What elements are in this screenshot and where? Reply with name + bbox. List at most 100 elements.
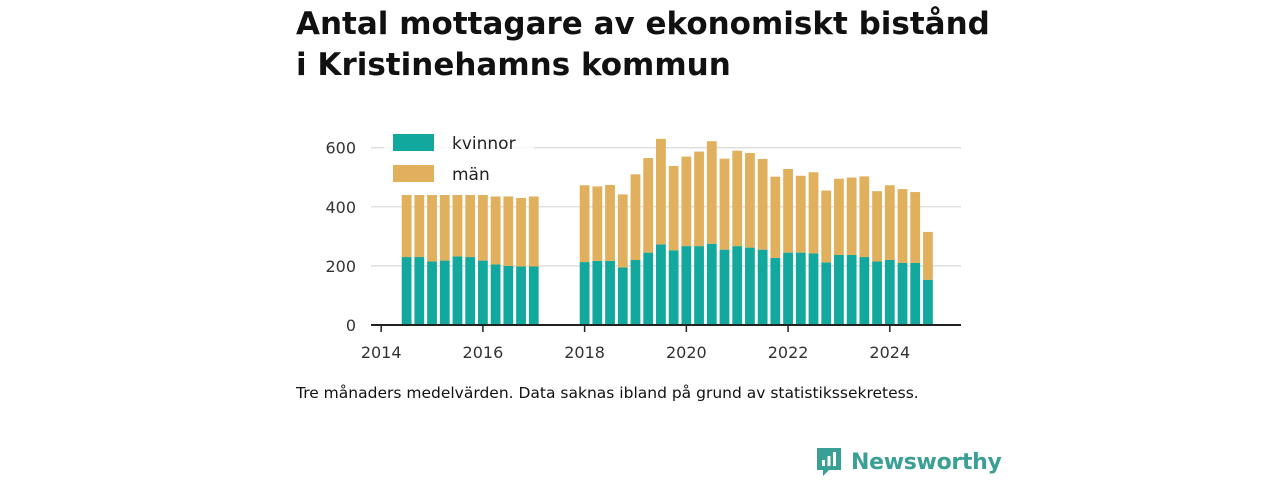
bar-man	[821, 190, 832, 263]
bar-man	[872, 191, 882, 262]
bar-kvinnor	[910, 262, 921, 325]
bar-kvinnor	[834, 254, 844, 325]
bar-kvinnor	[490, 264, 501, 325]
title-line-1: Antal mottagare av ekonomiskt bistånd	[296, 6, 990, 42]
bar-man	[617, 194, 628, 268]
bar-kvinnor	[884, 260, 895, 325]
x-tick-label: 2020	[666, 343, 707, 362]
bar-man	[808, 172, 819, 254]
bar-man	[846, 177, 857, 255]
bar-kvinnor	[579, 262, 590, 325]
legend-label-kvinnor: kvinnor	[452, 134, 516, 154]
bar-kvinnor	[745, 247, 755, 325]
bar-kvinnor	[503, 265, 514, 325]
bar-man	[795, 175, 806, 253]
bar-kvinnor	[478, 260, 488, 325]
y-tick-label: 0	[346, 316, 356, 335]
bar-kvinnor	[528, 266, 539, 325]
bar-kvinnor	[923, 279, 933, 325]
bar-man	[465, 195, 476, 258]
bar-man	[719, 158, 730, 250]
bar-kvinnor	[605, 260, 615, 325]
bar-kvinnor	[783, 252, 793, 325]
bar-kvinnor	[643, 252, 654, 325]
bar-man	[694, 151, 704, 247]
bar-kvinnor	[846, 254, 857, 325]
bar-kvinnor	[401, 257, 412, 325]
bar-kvinnor	[872, 261, 882, 325]
bar-kvinnor	[757, 249, 768, 325]
title-line-2: i Kristinehamns kommun	[296, 47, 731, 83]
x-axis-ticks: 2014 2016 2018 2020 2022 2024	[361, 325, 910, 362]
bar-man	[732, 150, 743, 247]
bar-kvinnor	[414, 257, 425, 325]
bar-kvinnor	[681, 246, 692, 325]
bar-man	[427, 195, 437, 262]
bar-man	[910, 192, 921, 263]
newsworthy-logo-icon	[817, 448, 841, 476]
bar-kvinnor	[516, 266, 526, 325]
bar-kvinnor	[617, 267, 628, 325]
bar-man	[414, 195, 425, 258]
bar-man	[478, 195, 488, 261]
bars	[401, 138, 933, 325]
bar-man	[579, 185, 590, 263]
bar-man	[605, 184, 615, 261]
bar-kvinnor	[897, 262, 908, 325]
bar-man	[452, 195, 463, 257]
bar-kvinnor	[795, 252, 806, 325]
bar-man	[528, 196, 539, 267]
bar-man	[757, 158, 768, 250]
bar-man	[592, 186, 603, 261]
bar-kvinnor	[706, 243, 717, 325]
chart-caption: Tre månaders medelvärden. Data saknas ib…	[296, 384, 919, 402]
x-tick-label: 2022	[768, 343, 809, 362]
bar-man	[770, 176, 781, 258]
bar-man	[884, 185, 895, 260]
y-tick-label: 400	[325, 198, 356, 217]
bar-man	[439, 195, 450, 261]
bar-kvinnor	[656, 244, 666, 325]
bar-man	[783, 169, 793, 253]
bar-kvinnor	[859, 257, 870, 325]
bar-man	[681, 156, 692, 247]
bar-man	[643, 158, 654, 253]
brand-logo[interactable]: Newsworthy	[815, 446, 1002, 478]
bar-man	[490, 196, 501, 265]
bar-kvinnor	[668, 250, 679, 325]
bar-kvinnor	[427, 261, 437, 325]
bar-kvinnor	[732, 246, 743, 325]
bar-kvinnor	[452, 256, 463, 325]
bar-man	[745, 153, 755, 248]
legend: kvinnor män	[384, 126, 534, 188]
chart-title: Antal mottagare av ekonomiskt bistånd i …	[296, 4, 1016, 86]
bar-man	[401, 195, 412, 258]
bar-kvinnor	[719, 249, 730, 325]
bar-man	[923, 231, 933, 280]
bar-kvinnor	[821, 262, 832, 325]
bar-man	[516, 197, 526, 267]
y-axis-ticks: 0 200 400 600	[325, 139, 356, 335]
y-tick-label: 200	[325, 257, 356, 276]
legend-label-man: män	[452, 165, 490, 185]
bar-kvinnor	[808, 253, 819, 325]
bar-kvinnor	[770, 257, 781, 325]
bar-man	[706, 141, 717, 244]
brand-name: Newsworthy	[851, 449, 1002, 475]
bar-kvinnor	[465, 257, 476, 325]
bar-kvinnor	[592, 260, 603, 325]
bar-man	[503, 196, 514, 266]
x-tick-label: 2014	[361, 343, 402, 362]
bar-kvinnor	[439, 260, 450, 325]
y-tick-label: 600	[325, 139, 356, 158]
bar-kvinnor	[630, 260, 641, 325]
x-tick-label: 2016	[463, 343, 504, 362]
bar-man	[630, 174, 641, 260]
bar-kvinnor	[694, 246, 704, 325]
bar-man	[668, 166, 679, 251]
bar-man	[859, 176, 870, 258]
x-tick-label: 2024	[869, 343, 910, 362]
x-tick-label: 2018	[564, 343, 605, 362]
legend-swatch-kvinnor	[393, 134, 434, 151]
